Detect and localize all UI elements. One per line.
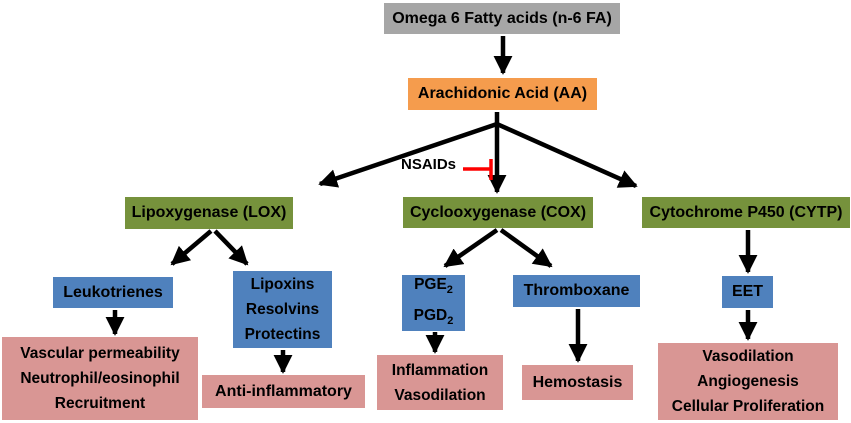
node-eet: EET: [722, 276, 773, 308]
node-label: Cytochrome P450 (CYTP): [649, 203, 843, 221]
node-omega6-fatty-acids: Omega 6 Fatty acids (n-6 FA): [384, 3, 620, 34]
node-label-line1: Lipoxins: [250, 276, 315, 293]
node-label: Lipoxygenase (LOX): [131, 204, 287, 222]
node-label-line3: Protectins: [244, 326, 321, 343]
node-label-line1: Vasodilation: [702, 348, 794, 365]
node-cyclooxygenase: Cyclooxygenase (COX): [403, 197, 593, 228]
node-label: Omega 6 Fatty acids (n-6 FA): [392, 9, 612, 27]
node-label-line1: Vascular permeability: [20, 345, 180, 362]
nsaids-inhibitor-label: NSAIDs: [401, 156, 457, 173]
node-label: Cyclooxygenase (COX): [409, 203, 587, 221]
node-arachidonic-acid: Arachidonic Acid (AA): [408, 78, 597, 110]
node-inflammation-vasodilation: Inflammation Vasodilation: [377, 355, 503, 410]
node-anti-inflammatory: Anti-inflammatory: [202, 375, 365, 408]
node-vasodilation-angiogenesis: Vasodilation Angiogenesis Cellular Proli…: [658, 343, 838, 420]
node-lipoxins-resolvins-protectins: Lipoxins Resolvins Protectins: [233, 271, 332, 348]
node-cytochrome-p450: Cytochrome P450 (CYTP): [642, 197, 850, 228]
node-pge2-pgd2: PGE2 PGD2: [402, 275, 465, 331]
node-label: Arachidonic Acid (AA): [417, 85, 588, 103]
arrow-cox-to-thromboxane: [499, 228, 553, 268]
node-label-line3: Recruitment: [54, 395, 146, 412]
node-label: Anti-inflammatory: [215, 382, 352, 400]
node-label-line2: Neutrophil/eosinophil: [20, 370, 180, 387]
arrow-lox-to-leukotrienes: [170, 229, 213, 266]
node-label-line2: PGD2: [413, 307, 454, 328]
node-lipoxygenase: Lipoxygenase (LOX): [125, 197, 293, 229]
node-label: Thromboxane: [523, 282, 630, 300]
node-label-line3: Cellular Proliferation: [671, 398, 825, 415]
arrow-lox-to-lipoxins: [213, 229, 249, 266]
node-label-line2: Resolvins: [245, 301, 320, 318]
node-label: Leukotrienes: [63, 283, 163, 301]
node-label-line2: Angiogenesis: [697, 373, 799, 390]
node-label-line1: Inflammation: [391, 361, 489, 379]
node-hemostasis: Hemostasis: [522, 365, 633, 400]
node-label: EET: [731, 283, 764, 301]
arrow-aa-to-lox: [318, 121, 498, 188]
node-label: Hemostasis: [532, 373, 623, 391]
node-label-line2: Vasodilation: [394, 386, 486, 404]
node-thromboxane: Thromboxane: [513, 275, 640, 307]
node-vascular-permeability: Vascular permeability Neutrophil/eosinop…: [2, 337, 198, 420]
arrow-aa-to-cytp: [496, 121, 638, 189]
node-label-line1: PGE2: [414, 275, 453, 296]
node-leukotrienes: Leukotrienes: [53, 277, 173, 308]
arrow-cox-to-pge: [443, 228, 499, 268]
